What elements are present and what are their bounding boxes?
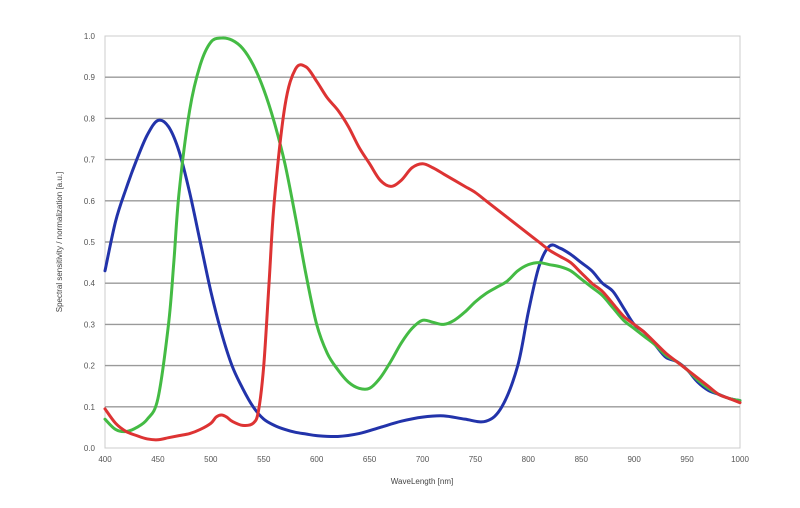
y-tick-label: 0.3 [84, 320, 96, 329]
y-tick-label: 1.0 [84, 32, 96, 41]
x-tick-label: 950 [680, 455, 694, 464]
y-tick-label: 0.5 [84, 238, 96, 247]
x-axis-title: WaveLength [nm] [391, 477, 453, 486]
x-tick-label: 550 [257, 455, 271, 464]
x-tick-label: 450 [151, 455, 165, 464]
y-tick-label: 0.2 [84, 362, 96, 371]
x-tick-label: 800 [522, 455, 536, 464]
series-lines [103, 36, 742, 442]
red-series-line [103, 63, 742, 442]
y-tick-label: 0.0 [84, 444, 96, 453]
x-tick-label: 750 [469, 455, 483, 464]
x-tick-label: 600 [310, 455, 324, 464]
x-tick-label: 1000 [731, 455, 749, 464]
x-tick-label: 900 [627, 455, 641, 464]
y-tick-label: 0.8 [84, 114, 96, 123]
y-tick-labels: 0.0 0.1 0.2 0.3 0.4 0.5 0.6 0.7 0.8 0.9 1.0 [84, 32, 96, 453]
x-tick-labels: 400 450 500 550 600 650 700 750 800 850 900 950 1000 [98, 455, 749, 464]
y-tick-label: 0.9 [84, 73, 96, 82]
x-tick-label: 650 [363, 455, 377, 464]
y-tick-label: 0.4 [84, 279, 96, 288]
grid-lines [105, 76, 740, 408]
y-axis-title: Spectral sensitivity / normalization [a.… [55, 172, 64, 313]
x-tick-label: 850 [575, 455, 589, 464]
green-series-line [103, 36, 742, 434]
x-tick-label: 400 [98, 455, 112, 464]
y-tick-label: 0.7 [84, 156, 96, 165]
y-tick-label: 0.1 [84, 403, 96, 412]
x-tick-label: 700 [416, 455, 430, 464]
y-tick-label: 0.6 [84, 197, 96, 206]
x-tick-label: 500 [204, 455, 218, 464]
